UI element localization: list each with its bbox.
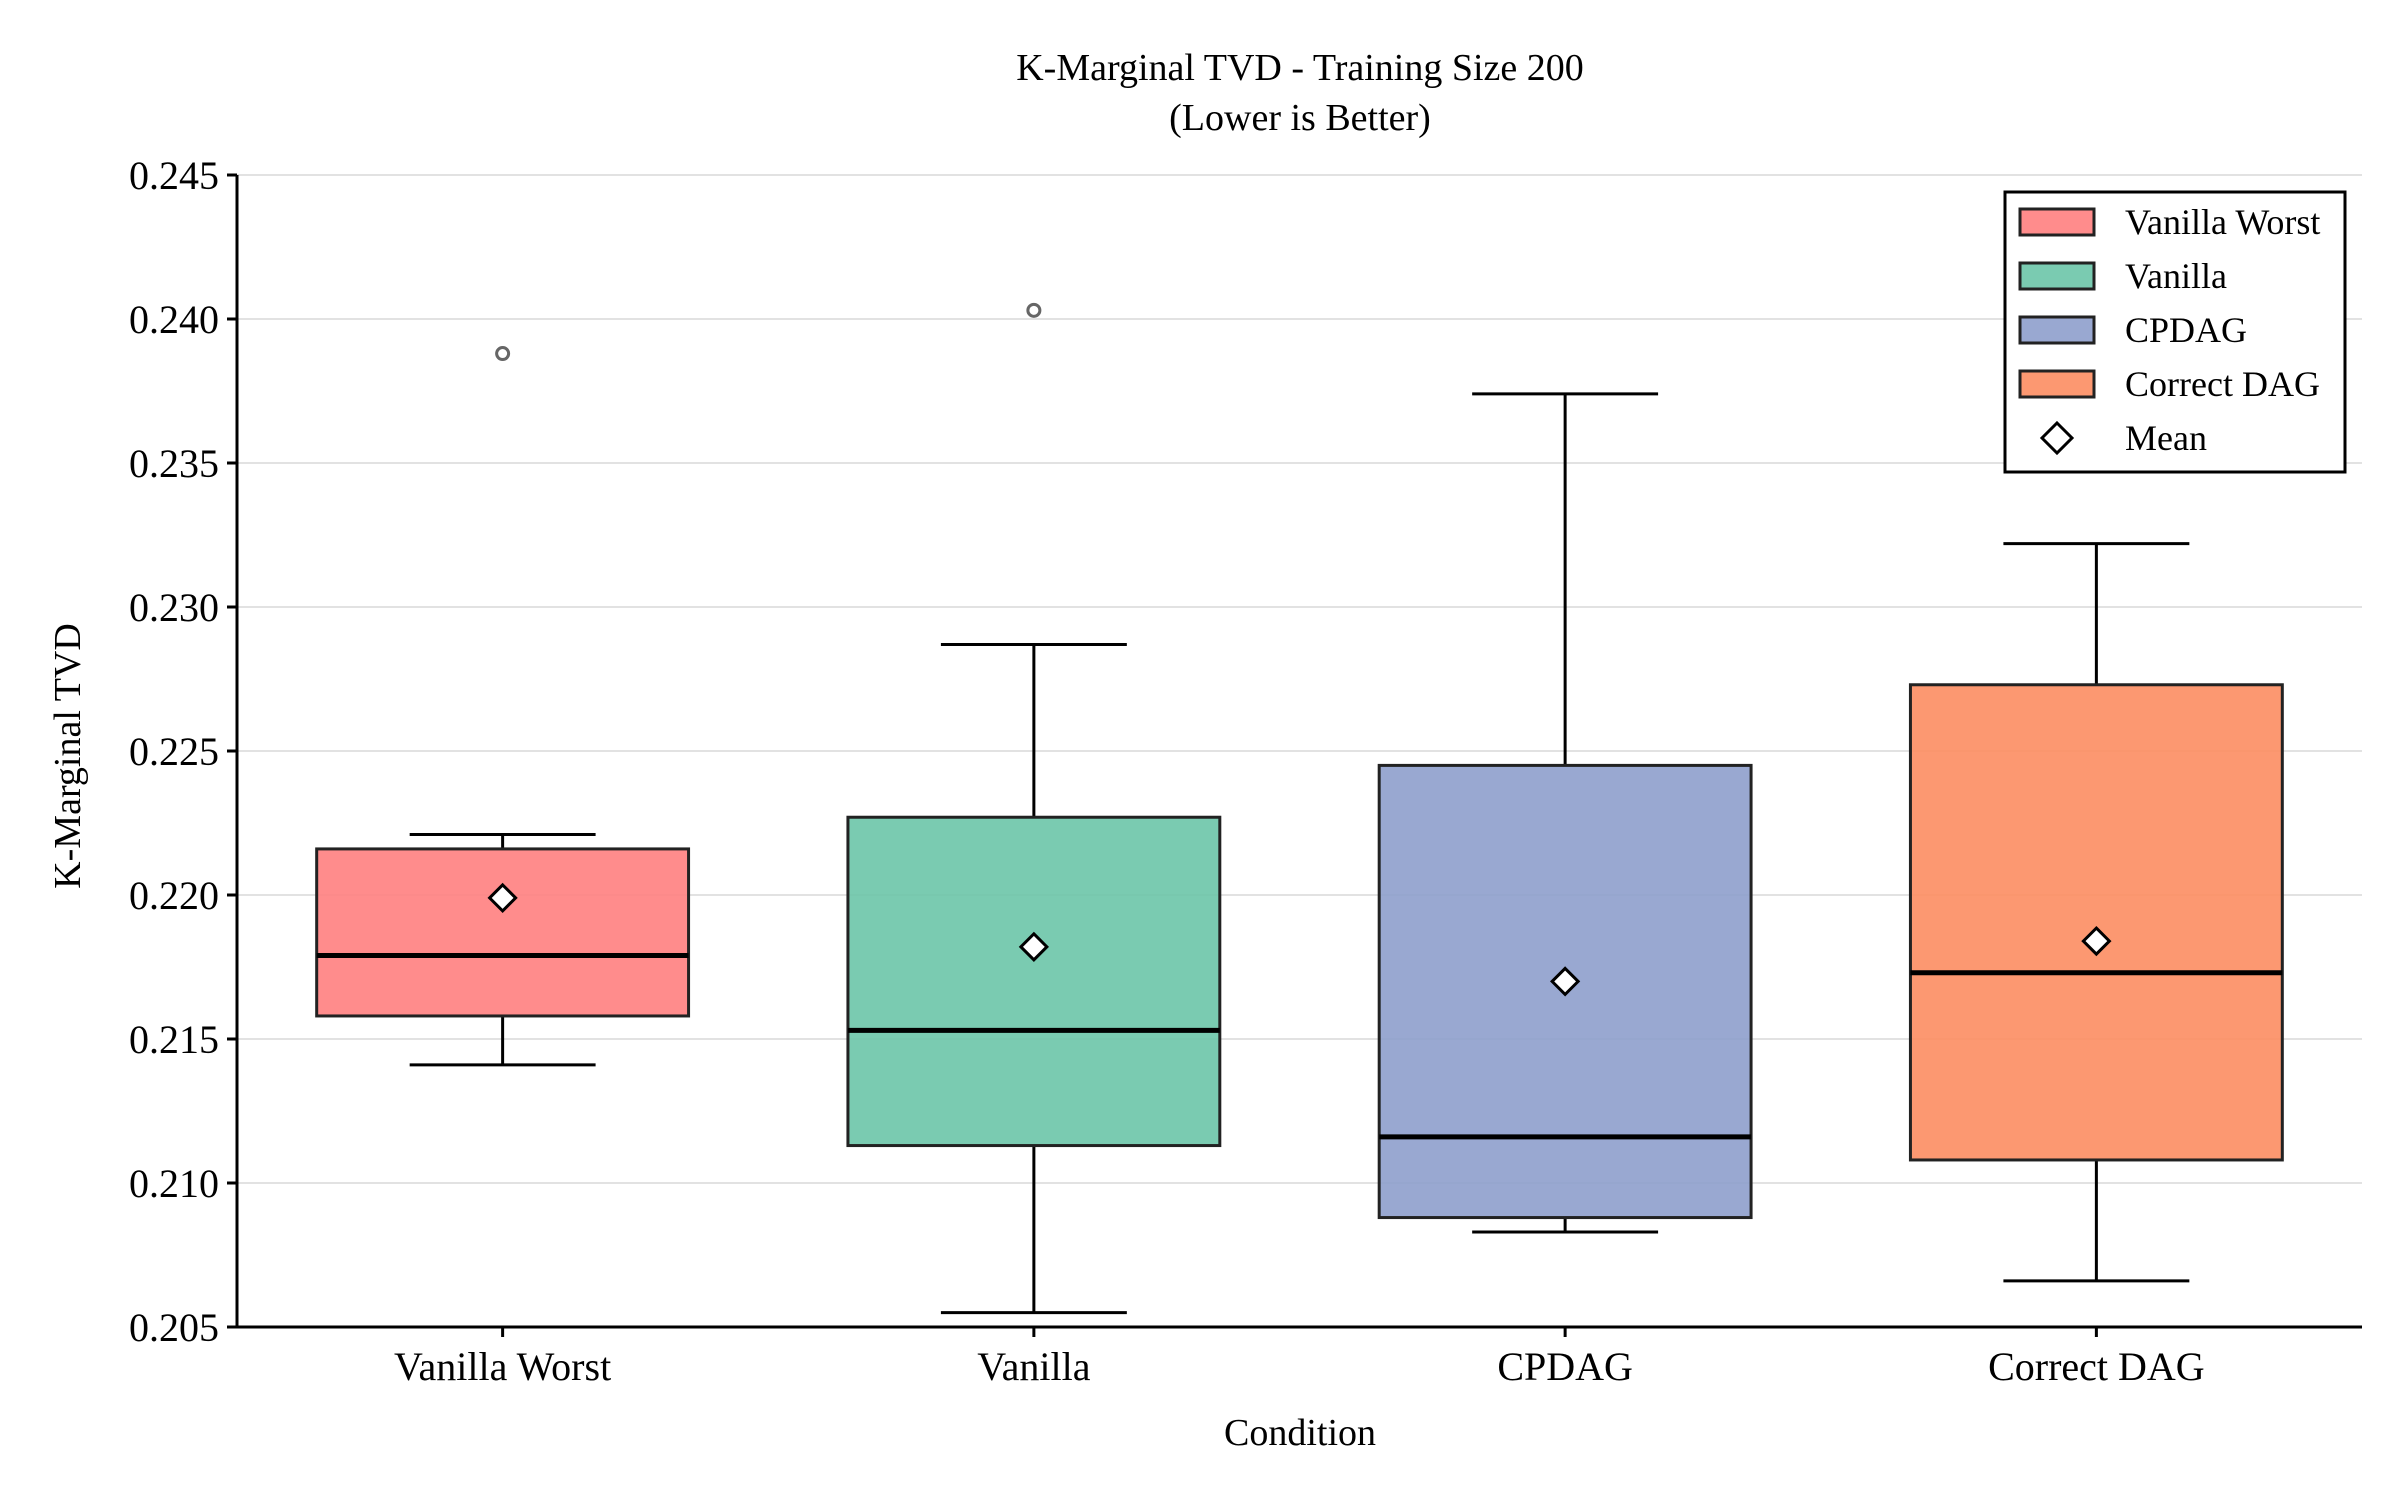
legend-label: Correct DAG [2125, 364, 2320, 404]
y-axis-label: K-Marginal TVD [47, 623, 89, 889]
mean-marker [1550, 966, 1581, 997]
y-tick-label: 0.210 [129, 1161, 219, 1206]
y-tick-label: 0.245 [129, 153, 219, 198]
box-group [1908, 542, 2284, 1283]
y-tick-label: 0.230 [129, 585, 219, 630]
x-tick-label: CPDAG [1497, 1344, 1633, 1389]
chart-subtitle: (Lower is Better) [1169, 97, 1431, 139]
axes [227, 173, 2362, 1337]
y-tick-label: 0.235 [129, 441, 219, 486]
box-group [846, 302, 1222, 1315]
x-tick-label: Vanilla Worst [394, 1344, 611, 1389]
legend-label: Vanilla Worst [2125, 202, 2320, 242]
box-group [1377, 392, 1753, 1234]
box-group [315, 346, 691, 1067]
y-tick-label: 0.240 [129, 297, 219, 342]
mean-marker [2081, 925, 2112, 957]
legend-label: Vanilla [2125, 256, 2227, 296]
box [315, 847, 691, 1018]
legend: Vanilla Worst Vanilla CPDAG Correct DAG Mean [2003, 190, 2347, 474]
x-tick-label: Vanilla [977, 1344, 1091, 1389]
y-tick-label: 0.215 [129, 1017, 219, 1062]
y-tick-label: 0.220 [129, 873, 219, 918]
tick-labels: 0.205 0.210 0.215 0.220 0.225 0.230 0.235 0.240… [129, 153, 2205, 1389]
x-axis-label: Condition [1224, 1412, 1376, 1454]
legend-swatch [2018, 315, 2096, 345]
mean-marker [1018, 931, 1049, 962]
legend-swatch [2018, 261, 2096, 291]
mean-marker [487, 882, 518, 914]
outlier-point [495, 346, 511, 362]
y-tick-label: 0.205 [129, 1305, 219, 1350]
box [1908, 683, 2284, 1162]
box [846, 815, 1222, 1148]
legend-label: CPDAG [2125, 310, 2247, 350]
outlier-point [1026, 302, 1042, 318]
y-tick-label: 0.225 [129, 729, 219, 774]
legend-swatch [2018, 207, 2096, 237]
box-plots [315, 302, 2284, 1315]
legend-label: Mean [2125, 418, 2207, 458]
legend-swatch [2018, 369, 2096, 399]
chart-title: K-Marginal TVD - Training Size 200 [1016, 47, 1584, 89]
x-tick-label: Correct DAG [1988, 1344, 2205, 1389]
legend-mean-marker [2039, 420, 2075, 456]
